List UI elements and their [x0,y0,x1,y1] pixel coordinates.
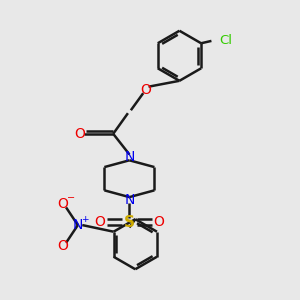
Text: −: − [67,193,75,203]
Text: O: O [153,215,164,229]
Text: Cl: Cl [219,34,232,47]
Text: O: O [94,215,105,229]
Text: O: O [74,127,85,141]
Text: O: O [58,239,69,253]
Text: O: O [140,82,151,97]
Text: +: + [81,215,88,224]
Text: S: S [124,214,135,230]
Text: O: O [58,197,69,212]
Text: N: N [73,218,83,232]
Text: N: N [124,193,135,207]
Text: N: N [124,150,135,164]
